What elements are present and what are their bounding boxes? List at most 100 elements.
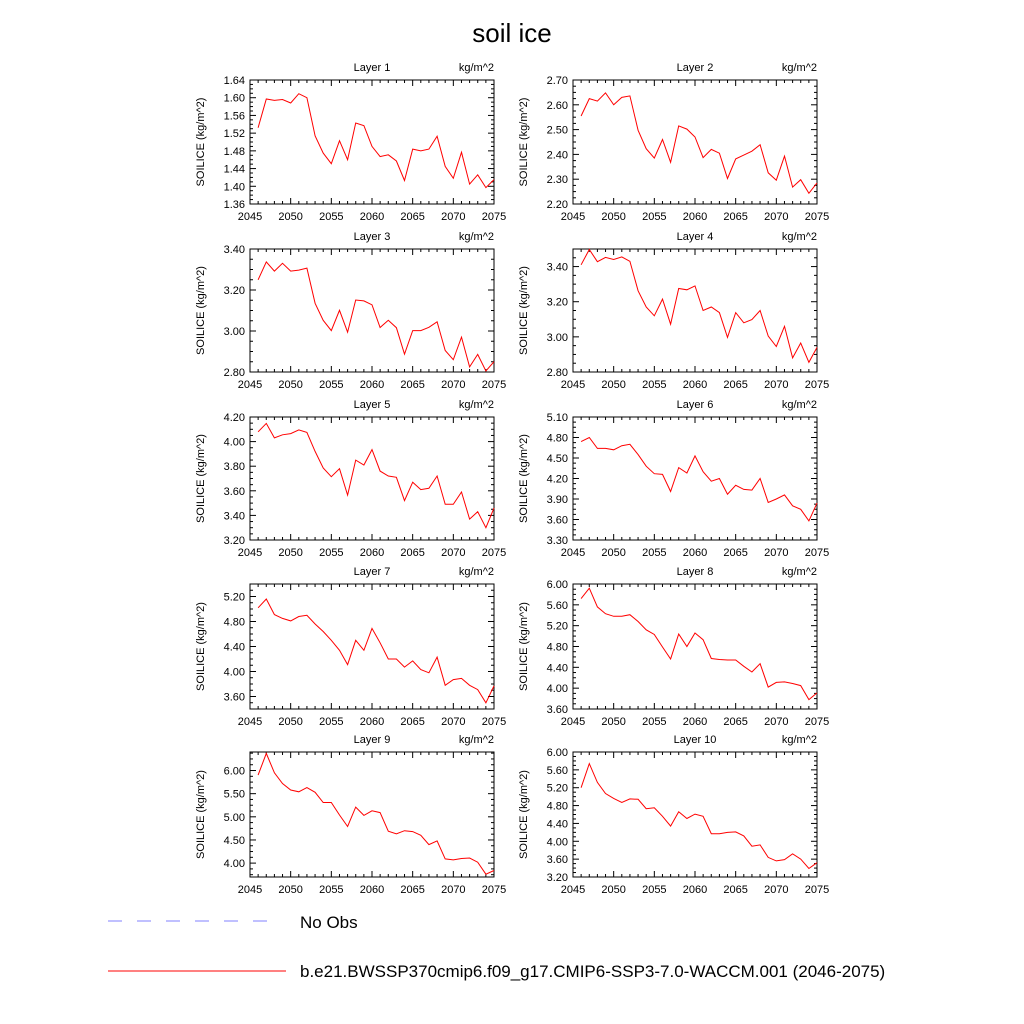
y-axis-label: SOILICE (kg/m^2) — [195, 602, 207, 691]
panel-units: kg/m^2 — [459, 231, 494, 243]
panel-title: Layer 6 — [677, 399, 714, 411]
x-tick-label: 2070 — [764, 547, 788, 559]
series-line — [580, 248, 818, 364]
chart-panel-layer-1: Layer 1 kg/m^2 SOILICE (kg/m^2) 2045 2050 205… — [195, 62, 506, 223]
y-tick-label: 4.80 — [547, 433, 568, 445]
figure-title: soil ice — [472, 18, 551, 48]
panel-units: kg/m^2 — [782, 231, 817, 243]
x-tick-label: 2065 — [723, 716, 747, 728]
x-tick-label: 2055 — [642, 884, 666, 896]
y-tick-label: 2.80 — [224, 367, 245, 379]
chart-panel-layer-10: Layer 10 kg/m^2 SOILICE (kg/m^2) 2045 2050 20… — [518, 734, 829, 896]
y-axis-label: SOILICE (kg/m^2) — [518, 770, 530, 859]
x-tick-label: 2075 — [482, 884, 506, 896]
legend-series-label: b.e21.BWSSP370cmip6.f09_g17.CMIP6-SSP3-7… — [300, 962, 885, 981]
y-tick-label: 3.40 — [547, 262, 568, 274]
y-tick-label: 3.20 — [224, 535, 245, 547]
x-tick-label: 2045 — [238, 379, 262, 391]
chart-panel-layer-9: Layer 9 kg/m^2 SOILICE (kg/m^2) 2045 2050 205… — [195, 734, 506, 896]
plot-frame — [249, 79, 495, 205]
x-tick-label: 2050 — [278, 211, 302, 223]
y-axis-label: SOILICE (kg/m^2) — [518, 98, 530, 187]
x-tick-label: 2045 — [561, 716, 585, 728]
y-tick-label: 5.10 — [547, 412, 568, 424]
x-tick-label: 2060 — [683, 211, 707, 223]
y-tick-label: 3.90 — [547, 494, 568, 506]
series-line — [580, 92, 818, 195]
y-tick-label: 6.00 — [547, 747, 568, 759]
x-tick-label: 2070 — [441, 884, 465, 896]
panel-title: Layer 9 — [354, 734, 391, 746]
series-line — [580, 762, 818, 870]
y-tick-label: 2.50 — [547, 125, 568, 137]
y-tick-label: 3.60 — [547, 704, 568, 716]
y-tick-label: 4.00 — [224, 437, 245, 449]
x-tick-label: 2060 — [360, 379, 384, 391]
x-tick-label: 2045 — [561, 547, 585, 559]
panel-title: Layer 3 — [354, 231, 391, 243]
panel-title: Layer 2 — [677, 62, 714, 74]
x-tick-label: 2065 — [400, 716, 424, 728]
y-tick-label: 1.56 — [224, 110, 245, 122]
x-tick-label: 2045 — [561, 379, 585, 391]
chart-panel-layer-3: Layer 3 kg/m^2 SOILICE (kg/m^2) 2045 2050 205… — [195, 231, 506, 391]
x-tick-label: 2075 — [805, 716, 829, 728]
y-tick-label: 4.00 — [547, 836, 568, 848]
x-tick-label: 2050 — [601, 716, 625, 728]
legend: No Obs b.e21.BWSSP370cmip6.f09_g17.CMIP6… — [108, 913, 885, 981]
y-tick-label: 3.60 — [224, 692, 245, 704]
y-tick-label: 4.50 — [547, 453, 568, 465]
x-tick-label: 2065 — [400, 379, 424, 391]
panel-title: Layer 4 — [677, 231, 714, 243]
y-tick-label: 6.00 — [224, 766, 245, 778]
y-axis-label: SOILICE (kg/m^2) — [518, 602, 530, 691]
y-tick-label: 5.20 — [224, 592, 245, 604]
x-tick-label: 2070 — [764, 379, 788, 391]
x-tick-label: 2065 — [400, 211, 424, 223]
y-tick-label: 4.80 — [547, 801, 568, 813]
y-tick-label: 1.60 — [224, 93, 245, 105]
y-tick-label: 3.20 — [547, 297, 568, 309]
x-tick-label: 2050 — [278, 547, 302, 559]
y-tick-label: 4.20 — [224, 412, 245, 424]
x-tick-label: 2055 — [319, 211, 343, 223]
y-tick-label: 1.36 — [224, 199, 245, 211]
y-tick-label: 4.80 — [224, 617, 245, 629]
x-tick-label: 2050 — [601, 211, 625, 223]
x-tick-label: 2050 — [278, 716, 302, 728]
y-tick-label: 4.80 — [547, 642, 568, 654]
y-tick-label: 3.40 — [224, 510, 245, 522]
x-tick-label: 2060 — [360, 547, 384, 559]
y-tick-label: 4.00 — [224, 667, 245, 679]
x-tick-label: 2070 — [441, 379, 465, 391]
y-tick-label: 3.30 — [547, 535, 568, 547]
panel-units: kg/m^2 — [459, 734, 494, 746]
plot-frame — [572, 583, 818, 710]
y-tick-label: 1.52 — [224, 128, 245, 140]
series-line — [257, 93, 495, 189]
y-tick-label: 2.60 — [547, 100, 568, 112]
panel-units: kg/m^2 — [459, 566, 494, 578]
panel-title: Layer 8 — [677, 566, 714, 578]
y-axis-label: SOILICE (kg/m^2) — [518, 434, 530, 523]
y-tick-label: 3.40 — [224, 244, 245, 256]
y-axis-label: SOILICE (kg/m^2) — [195, 98, 207, 187]
y-tick-label: 3.00 — [224, 326, 245, 338]
y-tick-label: 5.60 — [547, 765, 568, 777]
x-tick-label: 2070 — [441, 716, 465, 728]
chart-panel-layer-5: Layer 5 kg/m^2 SOILICE (kg/m^2) 2045 2050 205… — [195, 399, 506, 559]
x-tick-label: 2050 — [278, 379, 302, 391]
y-tick-label: 5.20 — [547, 621, 568, 633]
series-line — [257, 260, 495, 372]
x-tick-label: 2065 — [400, 547, 424, 559]
x-tick-label: 2060 — [360, 211, 384, 223]
x-tick-label: 2060 — [683, 716, 707, 728]
x-tick-label: 2070 — [764, 884, 788, 896]
x-tick-label: 2045 — [238, 716, 262, 728]
panel-units: kg/m^2 — [782, 734, 817, 746]
y-tick-label: 2.70 — [547, 75, 568, 87]
y-tick-label: 3.00 — [547, 332, 568, 344]
panel-units: kg/m^2 — [782, 62, 817, 74]
y-tick-label: 5.00 — [224, 812, 245, 824]
x-tick-label: 2075 — [482, 379, 506, 391]
